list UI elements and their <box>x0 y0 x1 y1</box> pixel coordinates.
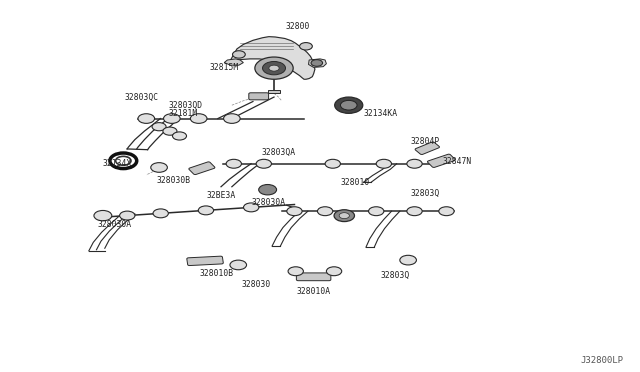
Text: 328030B: 328030B <box>156 176 190 185</box>
FancyBboxPatch shape <box>187 256 223 266</box>
Circle shape <box>223 114 240 124</box>
Text: 32134X: 32134X <box>102 159 132 168</box>
Circle shape <box>163 127 177 135</box>
Circle shape <box>311 60 323 66</box>
Circle shape <box>243 203 259 212</box>
Circle shape <box>120 211 135 220</box>
Circle shape <box>94 211 112 221</box>
Text: 32181M: 32181M <box>168 109 197 118</box>
Circle shape <box>138 114 155 124</box>
Circle shape <box>262 61 285 75</box>
Polygon shape <box>308 59 326 67</box>
Circle shape <box>232 51 245 58</box>
Text: 32803QA: 32803QA <box>261 148 296 157</box>
Circle shape <box>151 163 168 172</box>
Circle shape <box>300 42 312 50</box>
Circle shape <box>407 207 422 216</box>
Circle shape <box>198 206 214 215</box>
FancyBboxPatch shape <box>415 142 440 154</box>
Circle shape <box>255 57 293 79</box>
Text: 32803Q: 32803Q <box>411 189 440 198</box>
Circle shape <box>317 207 333 216</box>
Text: 328030A: 328030A <box>97 221 131 230</box>
Text: 328010: 328010 <box>340 178 370 187</box>
Text: 32803Q: 32803Q <box>381 271 410 280</box>
Text: 32134KA: 32134KA <box>364 109 397 118</box>
FancyBboxPatch shape <box>249 93 269 100</box>
Circle shape <box>190 114 207 124</box>
FancyBboxPatch shape <box>428 154 455 167</box>
Text: 32803QD: 32803QD <box>169 101 203 110</box>
Circle shape <box>326 267 342 276</box>
Polygon shape <box>268 90 280 93</box>
Circle shape <box>152 123 166 131</box>
Circle shape <box>287 207 302 216</box>
Text: 32847N: 32847N <box>443 157 472 166</box>
Circle shape <box>325 159 340 168</box>
Text: 328030: 328030 <box>241 280 271 289</box>
Circle shape <box>173 132 186 140</box>
Circle shape <box>259 185 276 195</box>
Circle shape <box>334 210 355 222</box>
Text: 328010B: 328010B <box>200 269 234 278</box>
Circle shape <box>288 267 303 276</box>
Text: 328010A: 328010A <box>296 287 331 296</box>
Circle shape <box>335 97 363 113</box>
Text: 32BE3A: 32BE3A <box>206 191 236 200</box>
Text: 32803QC: 32803QC <box>124 93 158 102</box>
Polygon shape <box>224 59 243 65</box>
Circle shape <box>376 159 392 168</box>
Circle shape <box>340 100 357 110</box>
Circle shape <box>339 213 349 219</box>
Text: 32800: 32800 <box>285 22 310 31</box>
Circle shape <box>269 65 279 71</box>
Circle shape <box>256 159 271 168</box>
Circle shape <box>230 260 246 270</box>
Text: J32800LP: J32800LP <box>580 356 623 365</box>
Circle shape <box>153 209 168 218</box>
Circle shape <box>164 114 180 124</box>
Text: 32804P: 32804P <box>411 137 440 146</box>
Circle shape <box>226 159 241 168</box>
Circle shape <box>369 207 384 216</box>
Circle shape <box>400 255 417 265</box>
Text: 328030A: 328030A <box>252 198 286 207</box>
Circle shape <box>439 207 454 216</box>
Text: 32815M: 32815M <box>209 63 239 72</box>
Polygon shape <box>230 37 315 79</box>
FancyBboxPatch shape <box>189 162 215 174</box>
Circle shape <box>407 159 422 168</box>
FancyBboxPatch shape <box>296 273 331 281</box>
